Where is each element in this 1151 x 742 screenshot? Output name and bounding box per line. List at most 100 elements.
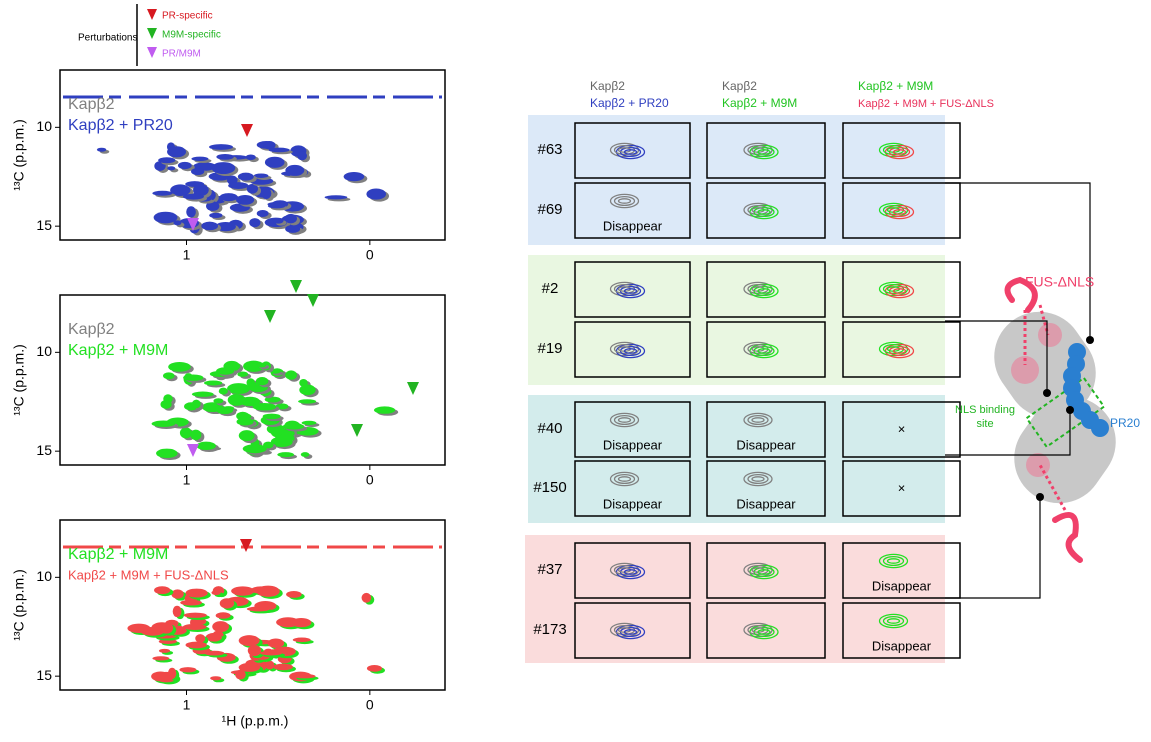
peak	[362, 593, 372, 603]
legend-label: M9M-specific	[162, 30, 221, 41]
peak	[180, 427, 192, 438]
peak	[186, 206, 196, 217]
peak	[168, 362, 191, 372]
series-label: Kapβ2 + M9M + FUS-ΔNLS	[68, 567, 229, 582]
peak	[180, 600, 202, 606]
peak	[156, 449, 178, 458]
peak	[168, 668, 176, 679]
schematic-label: FUS-ΔNLS	[1025, 274, 1094, 290]
cell-note: Disappear	[872, 578, 932, 593]
peak	[237, 418, 254, 426]
peak	[160, 400, 171, 409]
marker	[241, 124, 253, 137]
figure: PerturbationsPR-specificM9M-specificPR/M…	[0, 0, 1151, 737]
peak	[192, 400, 201, 409]
peak	[209, 213, 222, 218]
legend-arrow	[147, 47, 157, 58]
marker	[351, 424, 363, 437]
y-tick-label: 10	[36, 343, 52, 359]
peak	[196, 442, 216, 450]
column-header: Kapβ2 + M9M	[722, 96, 797, 110]
group-bg	[528, 255, 945, 385]
peak	[299, 385, 315, 396]
peak	[283, 423, 304, 429]
x-tick-label: 0	[366, 472, 374, 488]
series-label: Kapβ2 + M9M	[68, 342, 168, 359]
peak	[209, 144, 233, 150]
y-tick-label: 10	[36, 118, 52, 134]
peak	[263, 414, 281, 420]
peak	[228, 182, 248, 189]
column-header: Kapβ2 + M9M	[858, 79, 933, 93]
schematic-label: PR20	[1110, 416, 1140, 430]
peak	[236, 195, 254, 205]
peak	[256, 377, 268, 385]
cell-note: Disappear	[603, 218, 663, 233]
peak	[257, 210, 269, 217]
marker	[187, 444, 199, 457]
cell-note: Disappear	[603, 437, 663, 452]
peak	[192, 392, 214, 397]
peak	[97, 148, 106, 152]
peak	[201, 222, 218, 231]
peak	[154, 212, 178, 224]
peak	[183, 194, 204, 200]
series-label: Kapβ2 + M9M	[68, 546, 168, 563]
peak	[344, 172, 365, 181]
peak	[220, 193, 238, 201]
peak	[154, 586, 170, 594]
peak	[325, 195, 348, 199]
peak	[195, 634, 205, 643]
peak	[248, 645, 261, 656]
peak	[159, 622, 173, 633]
peak	[216, 612, 231, 618]
peak	[256, 363, 266, 368]
peak	[273, 664, 293, 671]
legend-arrow	[147, 9, 157, 20]
legend-title: Perturbations	[78, 33, 137, 44]
peak	[211, 590, 220, 595]
peak	[263, 442, 274, 449]
peak	[171, 589, 183, 598]
group-bg	[528, 115, 945, 245]
x-axis-label: ¹H (p.p.m.)	[222, 713, 289, 729]
peak	[285, 214, 297, 223]
peak	[167, 146, 186, 157]
y-tick-label: 15	[36, 442, 52, 458]
peak	[374, 406, 395, 413]
peak	[301, 452, 310, 457]
peak	[285, 370, 297, 379]
peak	[183, 624, 207, 630]
peak	[297, 151, 307, 160]
row-label: #37	[537, 561, 562, 578]
row-label: #63	[537, 141, 562, 158]
peak	[239, 635, 260, 646]
peak	[204, 651, 224, 656]
schematic-label: NLS binding	[955, 404, 1015, 416]
peak	[367, 665, 382, 672]
peak	[277, 452, 294, 457]
peak	[210, 676, 221, 680]
y-tick-label: 15	[36, 217, 52, 233]
peak	[291, 618, 311, 627]
peak	[285, 225, 300, 233]
peak	[184, 613, 207, 618]
peak	[231, 586, 254, 595]
legend-label: PR/M9M	[162, 49, 201, 60]
peak	[220, 598, 234, 608]
peak	[158, 157, 175, 163]
peak	[249, 218, 260, 227]
schematic-label: site	[976, 418, 993, 430]
peak	[185, 642, 206, 649]
peak	[216, 367, 234, 374]
peak	[293, 638, 311, 643]
peak	[298, 399, 316, 403]
row-label: #40	[537, 420, 562, 437]
peak	[273, 218, 284, 224]
x-tick-label: 1	[183, 697, 191, 713]
peak	[238, 173, 254, 181]
series-label: Kapβ2	[68, 321, 115, 338]
x-tick-label: 1	[183, 472, 191, 488]
peak	[159, 649, 170, 653]
peak	[216, 154, 233, 160]
